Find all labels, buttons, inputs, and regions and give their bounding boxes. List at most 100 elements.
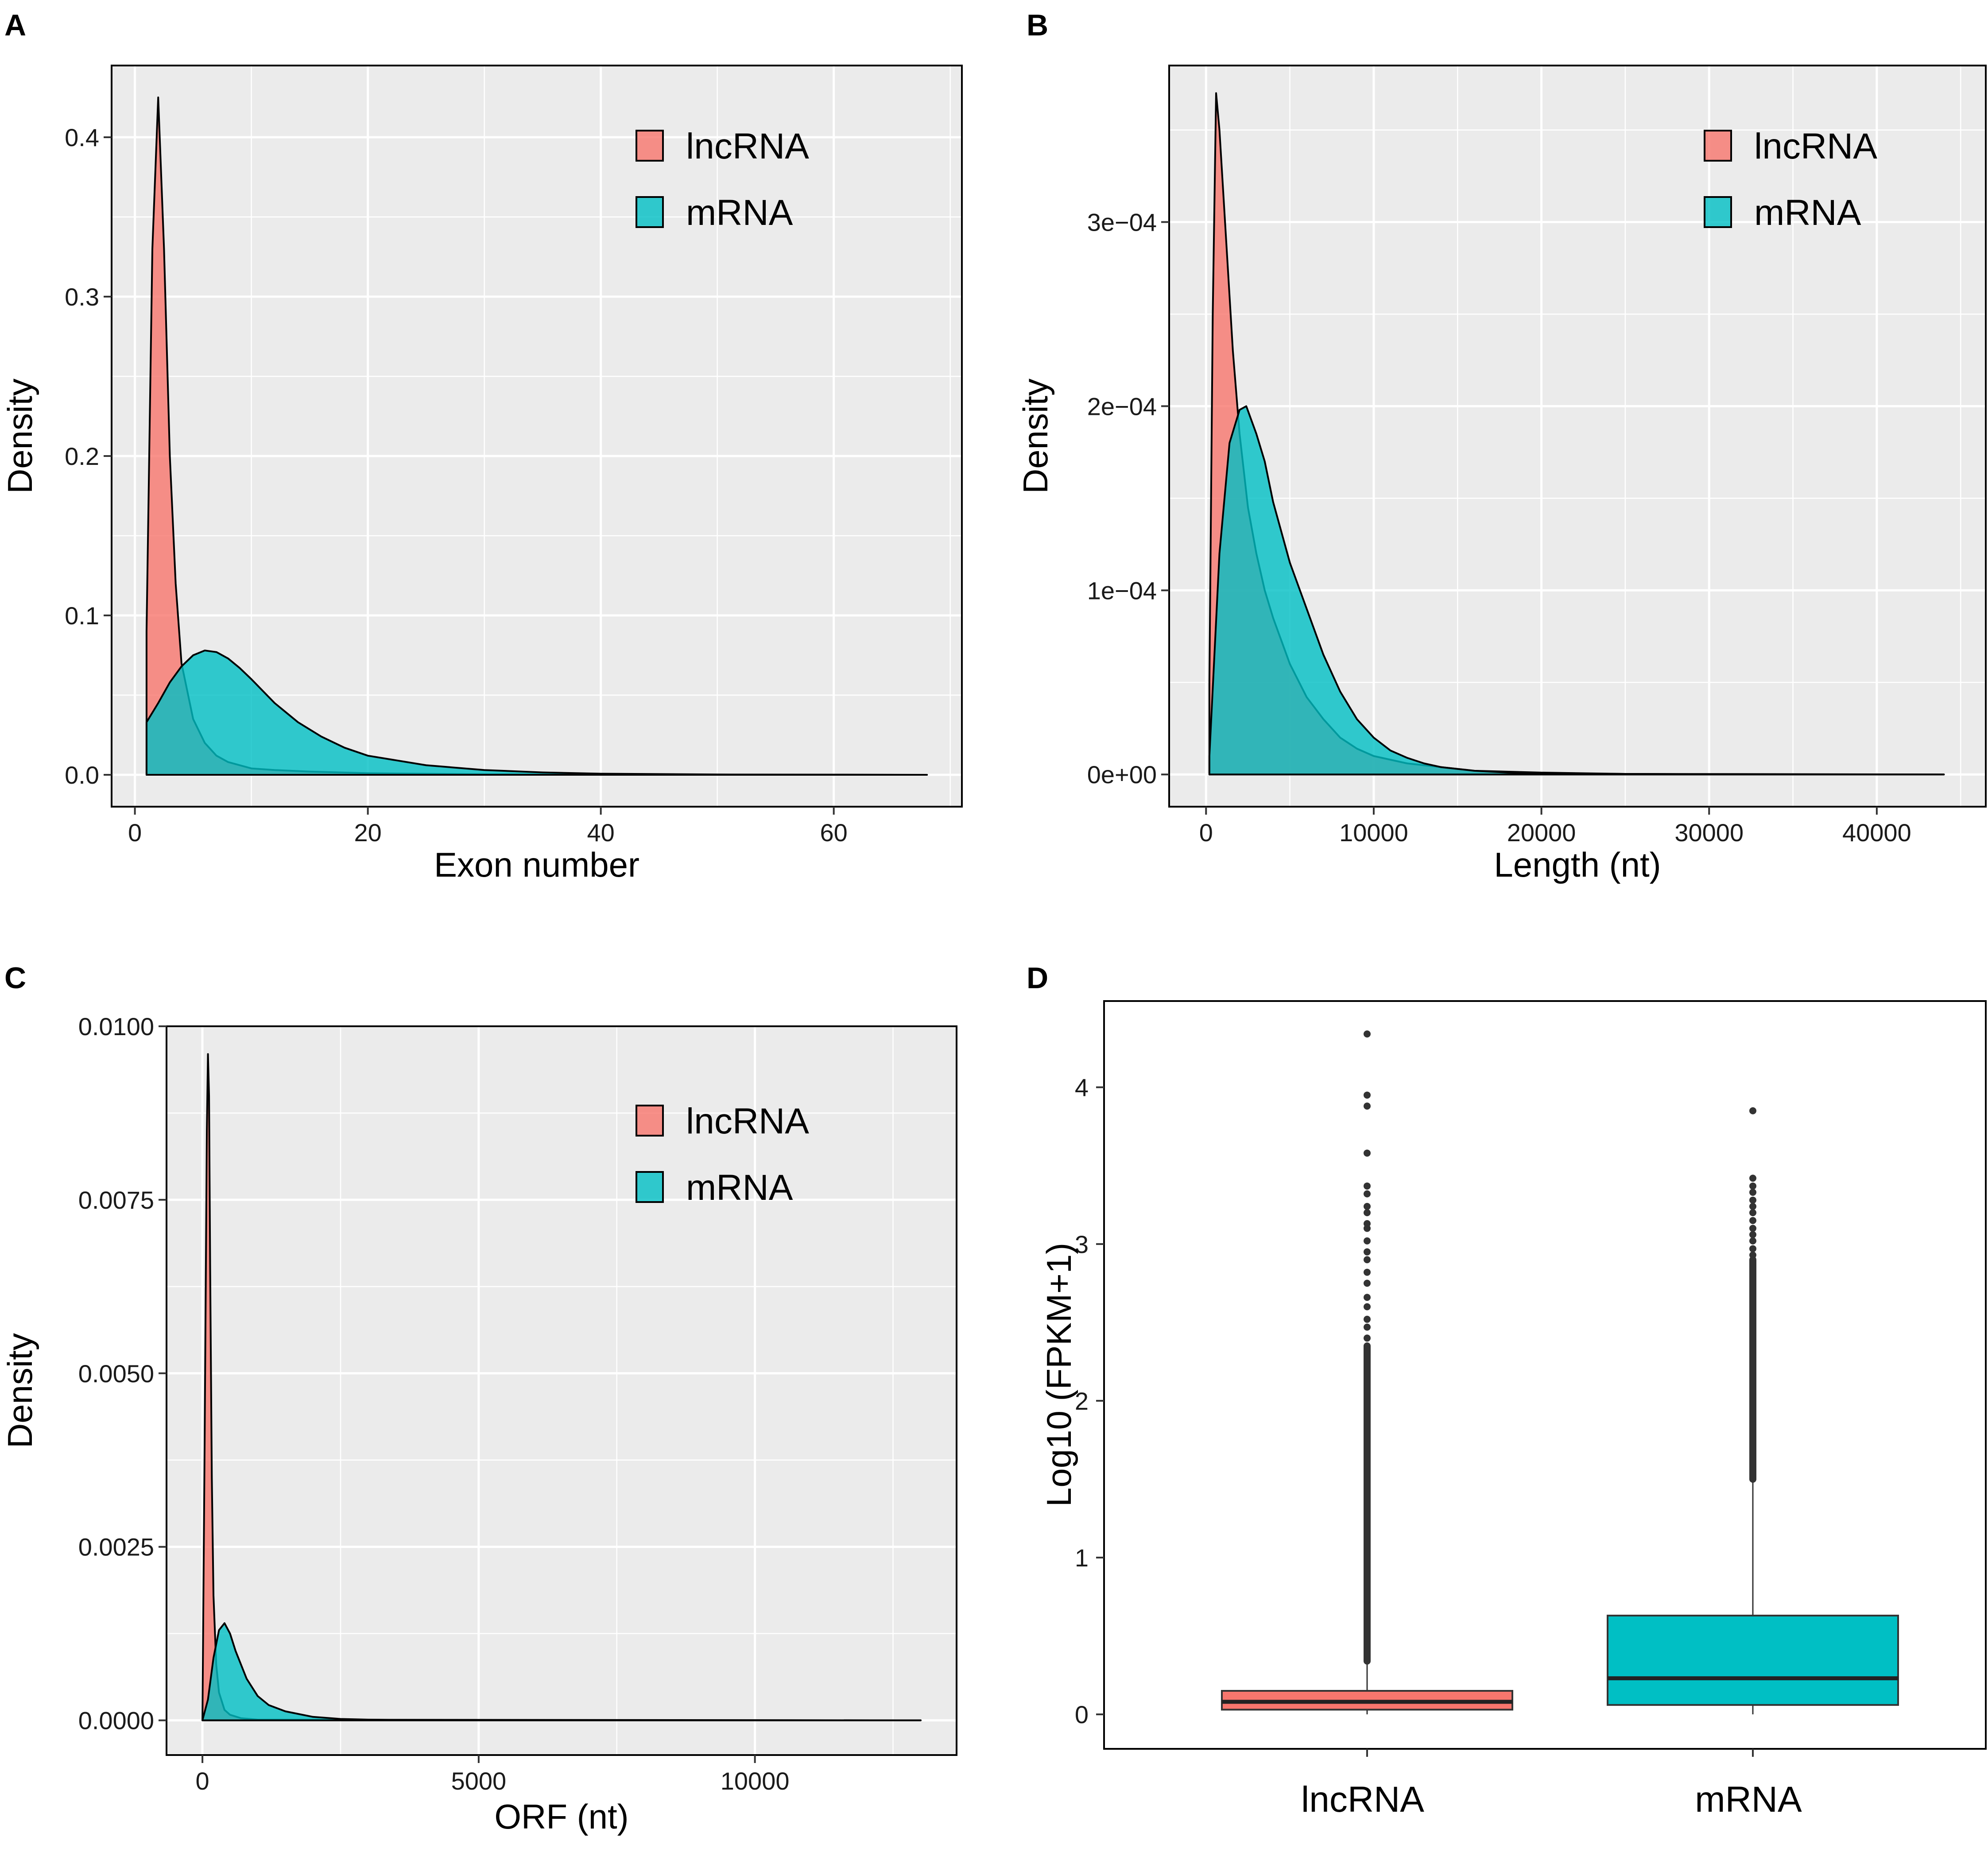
panel-a-exon-density: 0 20 40 60 0.0 0.1 0.2 0.3 0.4 Exon number Densi… — [0, 65, 963, 884]
x-tick-label: 0 — [1199, 819, 1213, 847]
lncRNA-outlier-point — [1364, 1149, 1371, 1157]
mRNA-density-area — [145, 650, 928, 776]
y-tick-label: 4 — [1075, 1074, 1089, 1102]
panel-d-fpkm-boxplot: 0 1 2 3 4 lncRNA mRNA Log10 (FPKM+1) — [1039, 1000, 1987, 1820]
plot-frame — [166, 1025, 957, 1756]
panel-c-orf-density: 0 5000 10000 0.0000 0.0025 0.0050 0.0075 0.0100… — [0, 1013, 957, 1836]
density-series — [202, 1053, 922, 1721]
lncRNA-outlier-point — [1364, 1248, 1371, 1256]
mRNA-outlier-point — [1749, 1182, 1756, 1190]
mRNA-box — [1607, 1615, 1899, 1706]
lncRNA-outlier-point — [1364, 1315, 1371, 1323]
mRNA-outlier-point — [1749, 1217, 1756, 1224]
y-tick-label: 0.0000 — [78, 1707, 154, 1735]
legend-key-lncrna — [636, 1105, 664, 1137]
y-tick-label: 0.0025 — [78, 1533, 154, 1561]
legend-label-mrna: mRNA — [686, 193, 793, 233]
category-label-mrna: mRNA — [1695, 1779, 1802, 1820]
density-series — [1208, 92, 1945, 776]
x-tick-label: 10000 — [1339, 819, 1408, 847]
lncRNA-outlier-point — [1364, 1190, 1371, 1198]
axis-ticks: 0 5000 10000 0.0000 0.0025 0.0050 0.0075 0.0100 — [78, 1013, 790, 1795]
legend: lncRNA mRNA — [636, 126, 809, 233]
panel-letter-a: A — [4, 8, 26, 42]
y-axis-title: Density — [0, 1333, 39, 1448]
legend: lncRNA mRNA — [636, 1101, 809, 1208]
y-tick-label: 3e−04 — [1087, 209, 1157, 236]
lncRNA-outlier-point — [1364, 1102, 1371, 1110]
plot-frame — [111, 65, 963, 808]
y-tick-label: 1 — [1075, 1544, 1089, 1572]
mRNA-density-area — [202, 1622, 922, 1721]
x-axis-title: Exon number — [434, 845, 639, 884]
panel-letter-c: C — [4, 961, 26, 995]
x-tick-label: 30000 — [1674, 819, 1744, 847]
legend: lncRNA mRNA — [1704, 126, 1877, 233]
density-series — [145, 97, 928, 776]
lncRNA-outlier-point — [1364, 1334, 1371, 1342]
x-axis-title: Length (nt) — [1494, 845, 1661, 884]
lncRNA-outlier-point — [1364, 1268, 1371, 1276]
x-tick-label: 5000 — [451, 1767, 507, 1795]
x-tick-label: 60 — [820, 819, 848, 847]
lncRNA-outlier-point — [1364, 1091, 1371, 1099]
y-tick-label: 2 — [1075, 1387, 1089, 1415]
mRNA-outlier-point — [1749, 1196, 1756, 1204]
x-tick-label: 10000 — [721, 1767, 790, 1795]
y-tick-label: 0.0075 — [78, 1186, 154, 1214]
x-tick-label: 40000 — [1842, 819, 1911, 847]
x-tick-label: 0 — [128, 819, 142, 847]
lncRNA-outlier-point — [1364, 1220, 1371, 1227]
mRNA-outlier-point — [1749, 1107, 1756, 1114]
mRNA-outlier-point — [1749, 1188, 1756, 1196]
x-axis-title: ORF (nt) — [494, 1797, 628, 1836]
mRNA-outlier-point — [1749, 1231, 1756, 1238]
legend-key-mrna — [636, 1171, 664, 1203]
boxplot-series — [1221, 1030, 1899, 1715]
y-axis-title: Log10 (FPKM+1) — [1039, 1243, 1078, 1507]
legend-key-mrna — [1704, 196, 1732, 228]
panel-b-length-density: 0 10000 20000 30000 40000 0e+00 1e−04 2e−04 3e−0… — [1016, 65, 1987, 884]
legend-label-mrna: mRNA — [686, 1168, 793, 1208]
axis-ticks: 0 10000 20000 30000 40000 0e+00 1e−04 2e−04 3e−0… — [1087, 209, 1911, 847]
lncRNA-outlier-point — [1364, 1256, 1371, 1264]
mRNA-outlier-point — [1749, 1225, 1756, 1232]
lncRNA-outlier-point — [1364, 1294, 1371, 1301]
x-tick-label: 0 — [196, 1767, 209, 1795]
panel-letter-b: B — [1027, 8, 1048, 42]
mRNA-outlier-point — [1749, 1209, 1756, 1217]
legend-label-lncrna: lncRNA — [1754, 126, 1877, 166]
axis-ticks: 0 20 40 60 0.0 0.1 0.2 0.3 0.4 — [65, 124, 848, 847]
x-tick-label: 40 — [587, 819, 615, 847]
mRNA-outlier-point — [1749, 1175, 1756, 1182]
y-tick-label: 0.0100 — [78, 1013, 154, 1040]
y-tick-label: 2e−04 — [1087, 392, 1157, 420]
legend-key-mrna — [636, 196, 664, 228]
mRNA-density-area — [1208, 405, 1945, 776]
lncRNA-outlier-point — [1364, 1323, 1371, 1331]
lncRNA-outlier-point — [1364, 1303, 1371, 1311]
lncRNA-outlier-point — [1364, 1202, 1371, 1210]
y-tick-label: 0.3 — [65, 283, 99, 311]
y-tick-label: 1e−04 — [1087, 576, 1157, 604]
lncRNA-outlier-point — [1364, 1237, 1371, 1245]
lncRNA-outlier-point — [1364, 1280, 1371, 1287]
panel-letter-d: D — [1027, 961, 1048, 995]
mRNA-outlier-point — [1749, 1202, 1756, 1210]
y-tick-label: 0e+00 — [1087, 761, 1157, 789]
legend-label-mrna: mRNA — [1754, 193, 1861, 233]
legend-label-lncrna: lncRNA — [686, 1101, 809, 1141]
legend-key-lncrna — [1704, 130, 1732, 162]
y-axis-title: Density — [1016, 379, 1055, 494]
mRNA-outlier-point — [1749, 1245, 1756, 1253]
plot-frame — [1168, 65, 1987, 808]
legend-key-lncrna — [636, 130, 664, 162]
y-tick-label: 0.0 — [65, 761, 99, 789]
plot-area — [167, 1026, 957, 1755]
y-tick-label: 0.2 — [65, 442, 99, 470]
y-tick-label: 0.4 — [65, 124, 99, 151]
y-tick-label: 0 — [1075, 1701, 1089, 1728]
mRNA-outlier-point — [1749, 1251, 1756, 1259]
lncRNA-outlier-point — [1364, 1030, 1371, 1038]
